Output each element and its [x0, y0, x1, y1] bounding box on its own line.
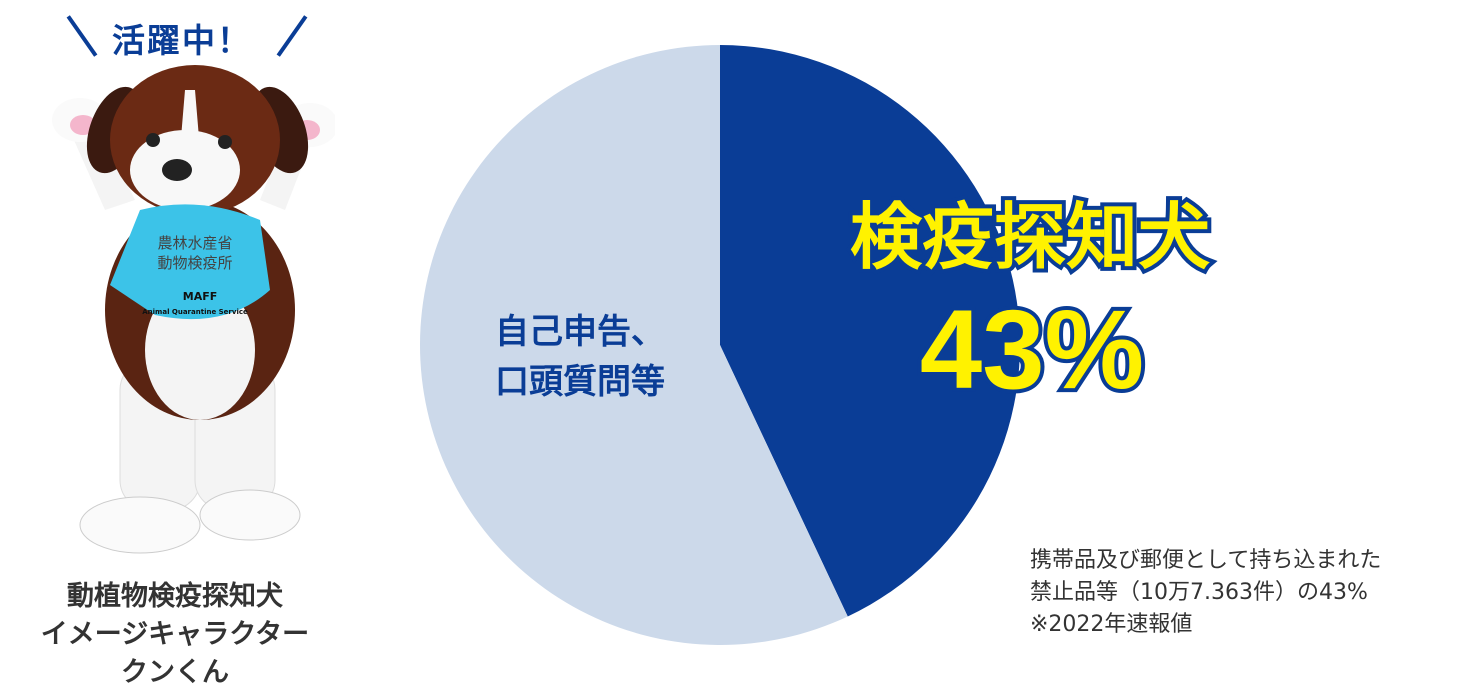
note-line-3: ※2022年速報値 [1030, 612, 1193, 637]
note-line-2: 禁止品等（10万7.363件）の43% [1030, 580, 1368, 605]
svg-text:動物検疫所: 動物検疫所 [157, 254, 232, 272]
svg-text:MAFF: MAFF [183, 290, 218, 303]
chart-note: 携帯品及び郵便として持ち込まれた 禁止品等（10万7.363件）の43% ※20… [1030, 545, 1381, 641]
svg-text:農林水産省: 農林水産省 [157, 234, 232, 252]
mascot-image: 農林水産省 動物検疫所 MAFF Animal Quarantine Servi… [52, 65, 335, 554]
mascot-caption: 動植物検疫探知犬 イメージキャラクター クンくん [20, 578, 330, 692]
caption-line-3: クンくん [121, 657, 229, 688]
note-line-1: 携帯品及び郵便として持ち込まれた [1030, 548, 1382, 573]
pie-slice-detector-dog [720, 45, 1021, 617]
slice-value-detector-dog: 43% [920, 287, 1144, 412]
pie-slice-self-declaration [420, 45, 848, 645]
slice-label-detector-dog: 検疫探知犬 [850, 195, 1210, 279]
svg-text:Animal Quarantine Service: Animal Quarantine Service [142, 308, 248, 316]
headline: 活躍中！ [112, 21, 252, 60]
slice-label-self-declaration-1: 自己申告、 [495, 312, 665, 352]
caption-line-1: 動植物検疫探知犬 [67, 581, 283, 612]
caption-line-2: イメージキャラクター [40, 619, 310, 650]
slice-label-self-declaration-2: 口頭質問等 [495, 362, 665, 402]
